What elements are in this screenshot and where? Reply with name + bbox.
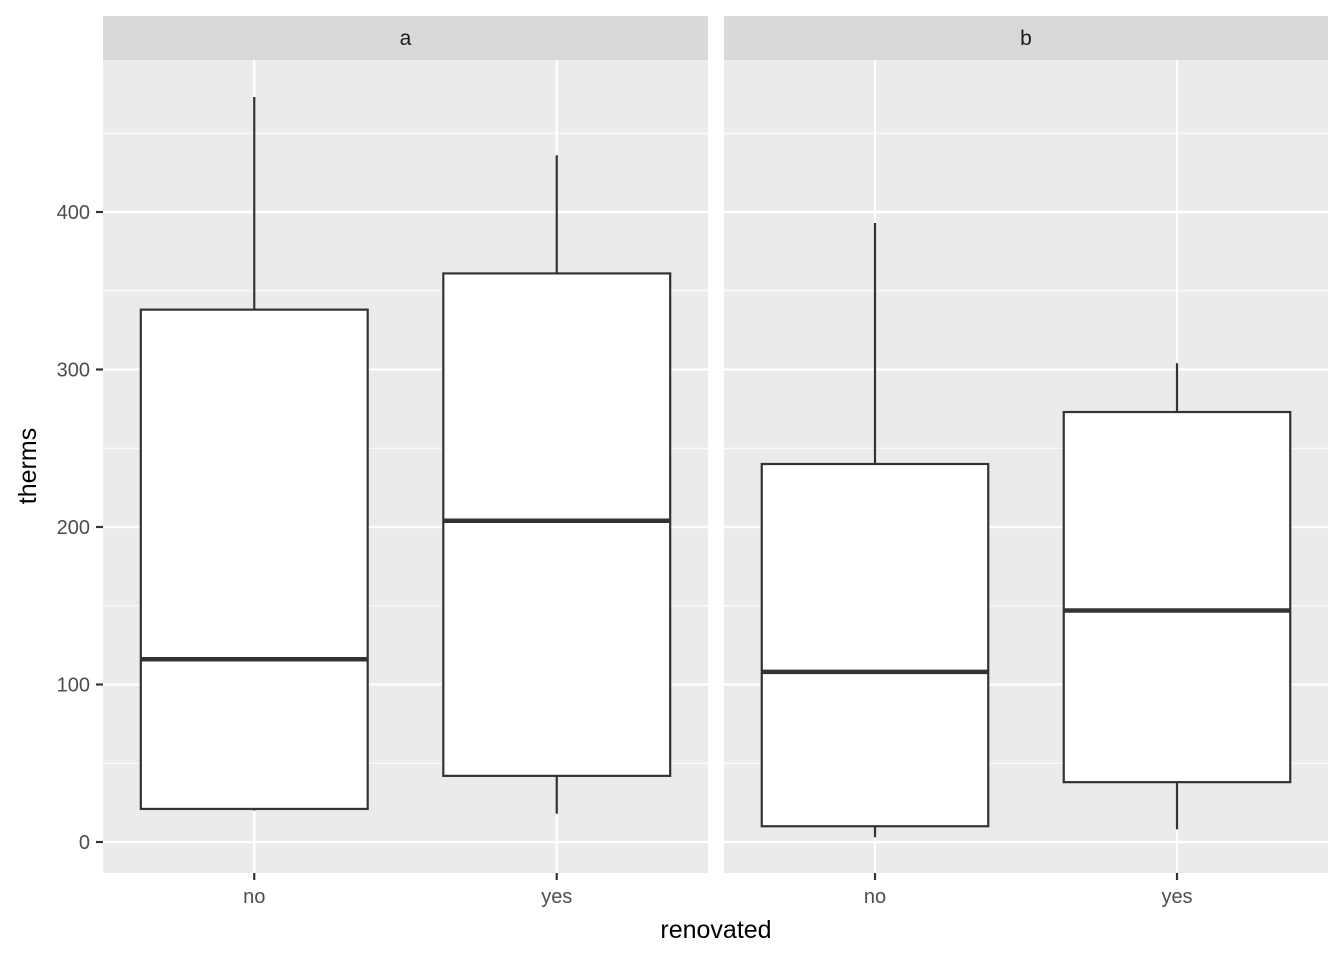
y-tick-label: 0 — [79, 832, 90, 854]
facet-strip-label: b — [1020, 27, 1032, 50]
box-iqr — [442, 272, 672, 777]
y-tick-label: 300 — [57, 360, 90, 382]
box-iqr — [1062, 410, 1292, 784]
x-tick-label: no — [864, 886, 886, 908]
y-tick-label: 100 — [57, 675, 90, 697]
x-tick-label: no — [243, 886, 265, 908]
facet-panels: a no yes b no yes — [103, 16, 1328, 908]
facet-strip — [103, 16, 708, 60]
y-tick-label: 400 — [57, 202, 90, 224]
y-axis-title: therms — [14, 428, 42, 504]
x-tick-label: yes — [541, 886, 572, 908]
x-axis-title: renovated — [660, 916, 771, 944]
x-tick-label: yes — [1161, 886, 1192, 908]
facet-panel-b: b no yes — [724, 16, 1328, 908]
y-axis: 0 100 200 300 400 — [57, 202, 103, 854]
y-tick-label: 200 — [57, 517, 90, 539]
box-a-no — [139, 97, 369, 811]
box-b-no — [760, 223, 990, 838]
facet-strip — [724, 16, 1328, 60]
facet-strip-label: a — [400, 27, 412, 50]
box-a-yes — [442, 155, 672, 814]
facet-panel-a: a no yes — [103, 16, 708, 908]
box-b-yes — [1062, 363, 1292, 830]
box-iqr — [760, 462, 990, 828]
box-iqr — [139, 308, 369, 811]
